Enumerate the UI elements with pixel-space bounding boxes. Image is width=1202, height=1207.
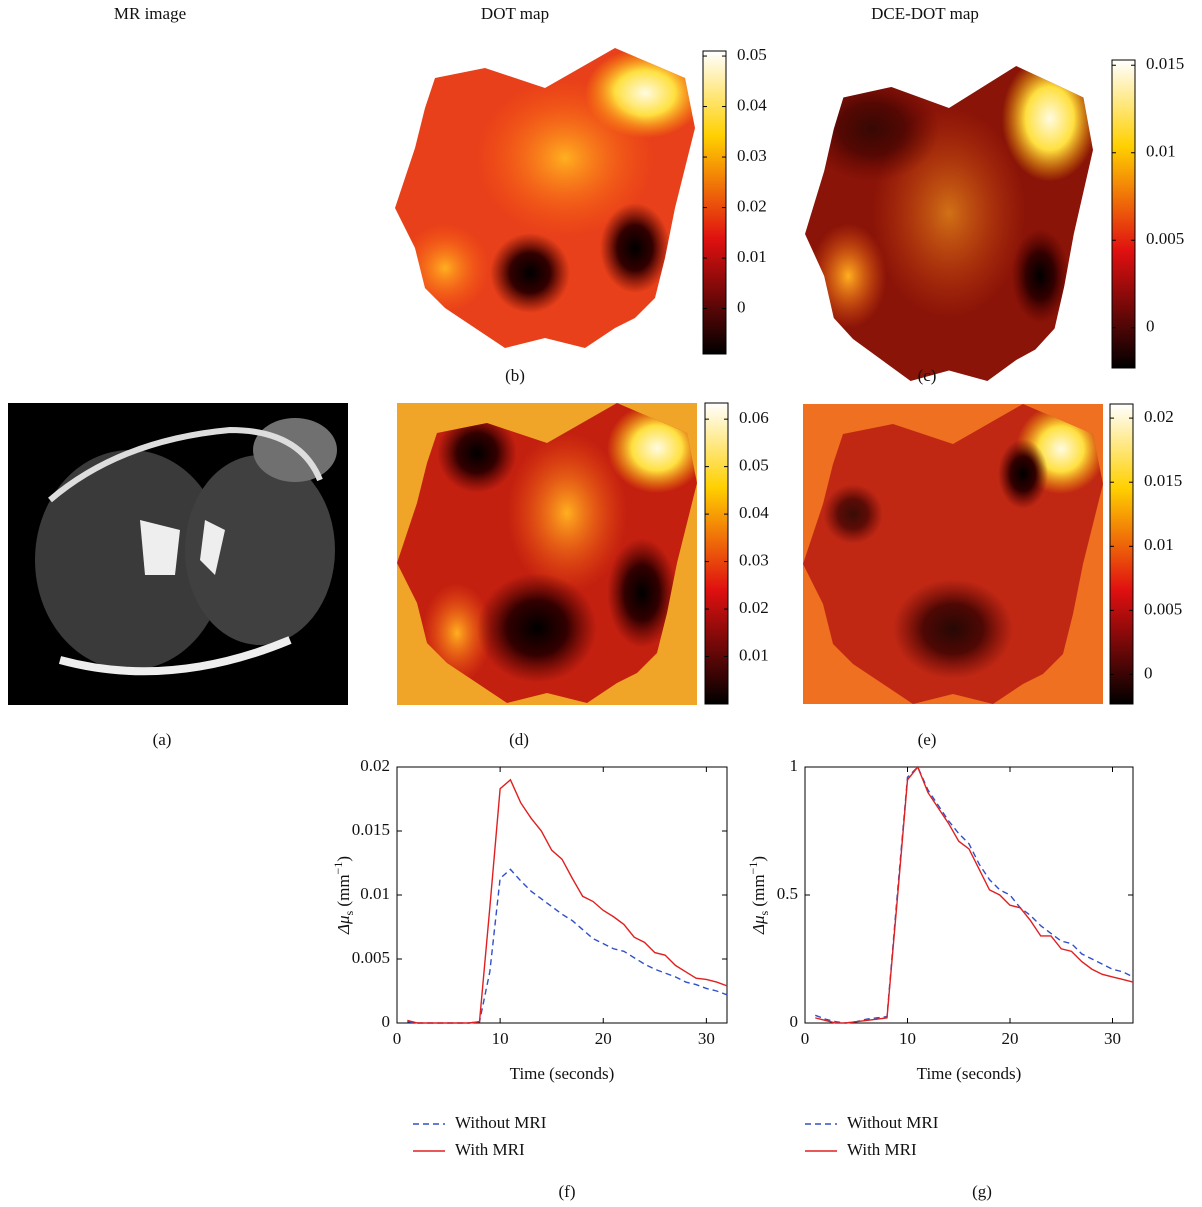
colorbar-tick-label: 0.01	[739, 645, 769, 664]
colorbar-tick-label: 0.02	[737, 196, 767, 215]
x-axis-label: Time (seconds)	[917, 1064, 1022, 1083]
colorbar-tick-label: 0	[1146, 317, 1155, 336]
plot-frame	[804, 766, 1134, 1024]
colorbar-tick-label: 0.03	[737, 146, 767, 165]
panel-label: (f)	[559, 1182, 576, 1201]
y-axis-label: Δμs (mm−1)	[331, 856, 356, 935]
x-axis-label: Time (seconds)	[510, 1064, 615, 1083]
plot-frame	[396, 766, 728, 1024]
column-title: DOT map	[481, 4, 549, 23]
x-tick-label: 30	[698, 1029, 715, 1048]
colorbar-tick-label: 0.03	[739, 550, 769, 569]
line-series	[407, 778, 728, 1024]
colorbar	[1111, 59, 1136, 369]
y-axis-label-part: s	[342, 910, 356, 915]
colorbar-tick-label: 0.06	[739, 408, 769, 427]
colorbar-tick-label: 0.05	[737, 45, 767, 64]
x-tick-label: 30	[1104, 1029, 1121, 1048]
panel-label: (b)	[505, 366, 525, 385]
y-tick-label: 0	[790, 1012, 799, 1031]
colorbar	[702, 50, 727, 355]
x-tick-label: 0	[393, 1029, 402, 1048]
line-series	[815, 765, 1134, 1024]
colorbar-tick-label: 0.01	[1146, 142, 1176, 161]
y-axis-label-part: (mm	[749, 874, 768, 910]
colorbar-tick-label: 0.015	[1146, 54, 1184, 73]
y-axis-label-part: )	[749, 856, 768, 862]
colorbar	[1109, 403, 1134, 705]
x-tick-label: 10	[899, 1029, 916, 1048]
y-tick-label: 0.02	[360, 756, 390, 775]
y-tick-label: 0.01	[360, 884, 390, 903]
colorbar-tick-label: 0.02	[1144, 407, 1174, 426]
colorbar-tick-label: 0.01	[1144, 535, 1174, 554]
colorbar-tick-label: 0.005	[1144, 599, 1182, 618]
legend-label: Without MRI	[847, 1113, 939, 1132]
colorbar-tick-label: 0.05	[739, 456, 769, 475]
x-tick-label: 20	[1002, 1029, 1019, 1048]
y-axis-label-part: Δμ	[334, 915, 353, 935]
colorbar-tick-label: 0.04	[739, 503, 769, 522]
y-tick-label: 0.5	[777, 884, 798, 903]
x-tick-label: 20	[595, 1029, 612, 1048]
y-axis-label-part: Δμ	[749, 915, 768, 935]
column-title: DCE-DOT map	[871, 4, 979, 23]
dce-dot-map-e	[803, 404, 1103, 704]
line-series	[407, 868, 728, 1024]
legend-label: With MRI	[847, 1140, 917, 1159]
line-series	[815, 765, 1134, 1024]
y-tick-label: 0.015	[352, 820, 390, 839]
mr-image	[8, 403, 348, 705]
panel-label: (d)	[509, 730, 529, 749]
dot-map-d	[397, 403, 697, 705]
x-tick-label: 10	[492, 1029, 509, 1048]
colorbar-tick-label: 0.02	[739, 598, 769, 617]
y-axis-label-part: −1	[746, 862, 760, 875]
panel-label: (a)	[153, 730, 172, 749]
panel-label: (c)	[918, 366, 937, 385]
colorbar	[704, 402, 729, 705]
y-axis-label-part: )	[334, 856, 353, 862]
y-axis-label: Δμs (mm−1)	[746, 856, 771, 935]
colorbar-tick-label: 0.015	[1144, 471, 1182, 490]
y-axis-label-part: −1	[331, 862, 345, 875]
column-title: MR image	[114, 4, 186, 23]
legend-label: Without MRI	[455, 1113, 547, 1132]
colorbar-tick-label: 0.005	[1146, 229, 1184, 248]
y-axis-label-part: (mm	[334, 874, 353, 910]
x-tick-label: 0	[801, 1029, 810, 1048]
colorbar-tick-label: 0	[1144, 663, 1153, 682]
y-tick-label: 0.005	[352, 948, 390, 967]
panel-label: (e)	[918, 730, 937, 749]
y-tick-label: 1	[790, 756, 799, 775]
colorbar-tick-label: 0.01	[737, 247, 767, 266]
y-axis-label-part: s	[757, 910, 771, 915]
y-tick-label: 0	[382, 1012, 391, 1031]
legend-label: With MRI	[455, 1140, 525, 1159]
panel-label: (g)	[972, 1182, 992, 1201]
colorbar-tick-label: 0	[737, 297, 746, 316]
dce-dot-map-c	[805, 66, 1094, 381]
colorbar-tick-label: 0.04	[737, 95, 767, 114]
dot-map-b	[395, 48, 695, 348]
